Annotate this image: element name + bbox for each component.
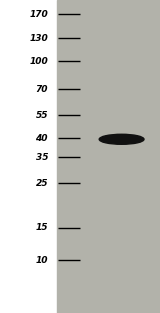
- Text: 40: 40: [36, 134, 48, 143]
- Text: 35: 35: [36, 153, 48, 162]
- Text: 70: 70: [36, 85, 48, 94]
- Bar: [57, 0, 160, 313]
- Bar: [0, 0, 57, 313]
- Text: 130: 130: [29, 34, 48, 43]
- Text: 15: 15: [36, 223, 48, 232]
- Text: 10: 10: [36, 256, 48, 265]
- Text: 100: 100: [29, 57, 48, 65]
- Text: 170: 170: [29, 10, 48, 18]
- Text: 55: 55: [36, 111, 48, 120]
- Text: 25: 25: [36, 179, 48, 187]
- Ellipse shape: [99, 134, 144, 144]
